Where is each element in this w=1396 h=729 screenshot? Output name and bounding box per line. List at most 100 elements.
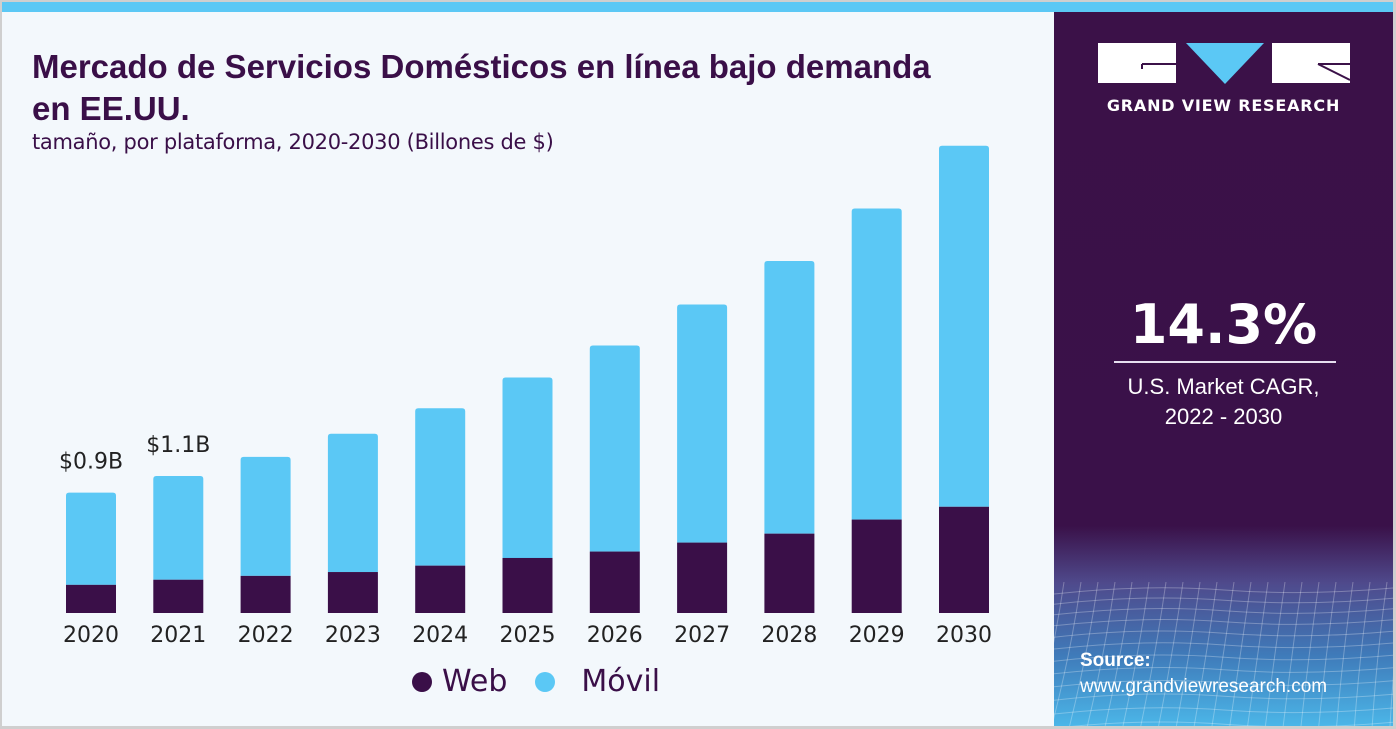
x-tick-label: 2029 [849,623,905,648]
chart-title: Mercado de Servicios Domésticos en línea… [32,48,931,127]
grid-line [1336,582,1354,726]
bar-group-2020: 2020 [63,492,119,648]
legend-label-web: Web [442,664,508,699]
grid-line [1054,642,1393,650]
grid-line [1247,582,1269,726]
bar-web-2020 [66,584,116,613]
bar-mobile-2028 [764,261,815,534]
bar-mobile-2022 [240,456,291,576]
grid-line [1282,582,1303,726]
grid-line [1389,675,1393,726]
source-link[interactable]: www.grandviewresearch.com [1080,676,1328,697]
data-label-2021: $1.1B [146,433,210,458]
x-tick-label: 2026 [587,623,643,648]
x-tick-label: 2023 [325,623,381,648]
x-tick-label: 2020 [63,623,119,648]
brand-name: GRAND VIEW RESEARCH [1106,96,1341,115]
bar-group-2022: 2022 [238,456,294,648]
bar-web-2027 [677,542,728,613]
grid-line [1054,582,1082,720]
x-tick-label: 2025 [500,623,556,648]
bar-mobile-2030 [939,145,989,507]
bar-web-2026 [589,551,640,613]
grid-line [1054,654,1393,662]
bar-web-2028 [764,533,815,613]
info-panel: GRAND VIEW RESEARCH 14.3% U.S. Market CA… [1054,12,1393,726]
x-tick-label: 2027 [674,623,730,648]
grid-line [1054,619,1393,627]
bar-mobile-2027 [677,304,728,543]
data-label-2020: $0.9B [59,450,123,475]
grid-line [1070,721,1393,726]
source-label: Source: [1080,650,1151,671]
bar-group-2029: 2029 [849,208,905,648]
grid-line [1175,582,1201,726]
grid-line [1069,582,1099,726]
grid-line [1054,582,1065,644]
grid-line [1318,582,1337,726]
grid-line [1104,582,1133,726]
bar-mobile-2025 [502,377,553,558]
cagr-label: U.S. Market CAGR, 2022 - 2030 [1054,372,1393,432]
bar-web-2022 [240,575,291,613]
grid-line [1054,608,1393,616]
grid-line [1054,587,1393,595]
grid-line [1140,582,1167,726]
bar-mobile-2024 [415,408,466,566]
bar-group-2026: 2026 [587,345,643,648]
grid-line [1353,582,1371,726]
gvr-logo-icon [1098,43,1351,84]
x-tick-label: 2022 [238,623,294,648]
bar-web-2023 [327,572,378,613]
grid-line [1264,582,1286,726]
bar-mobile-2020 [66,492,116,585]
x-tick-label: 2028 [761,623,817,648]
grid-line [1229,582,1252,726]
grid-line [1054,630,1393,638]
x-tick-label: 2024 [412,623,468,648]
legend-swatch-mobile [535,671,556,692]
grid-line [1211,582,1235,726]
legend-item-mobile: Móvil [535,664,660,699]
grid-line [1054,693,1393,701]
bar-web-2025 [502,557,553,613]
x-tick-label: 2030 [936,623,992,648]
bar-web-2024 [415,565,466,613]
grid-line [1054,707,1393,715]
bar-mobile-2021 [153,476,204,580]
bar-mobile-2023 [327,433,378,573]
grid-line [1371,582,1388,726]
bar-group-2024: 2024 [412,408,468,648]
bar-web-2030 [939,506,989,613]
bar-web-2021 [153,579,204,613]
bar-group-2028: 2028 [761,261,817,648]
bar-group-2023: 2023 [325,433,381,648]
grid-line [1054,597,1393,605]
legend-item-web: Web [412,664,507,699]
bar-web-2029 [851,519,902,613]
cagr-value: 14.3% [1129,293,1318,356]
chart-legend: Web Móvil [412,664,688,699]
bar-mobile-2029 [851,208,902,520]
cagr-label-line1: U.S. Market CAGR, [1127,374,1320,399]
bar-group-2030: 2030 [936,145,992,648]
grid-line [1054,680,1393,688]
legend-label-mobile: Móvil [581,664,661,699]
grid-line [1122,582,1150,726]
grid-line [1054,667,1393,675]
grid-line [1086,582,1116,726]
x-tick-label: 2021 [150,623,206,648]
bar-group-2025: 2025 [500,377,556,648]
bar-group-2021: 2021 [150,476,206,648]
wireframe-grid-decoration [1054,582,1393,726]
legend-swatch-web [412,671,432,692]
grid-line [1193,582,1218,726]
bar-mobile-2026 [589,345,640,552]
cagr-divider [1114,361,1336,363]
chart-subtitle: tamaño, por plataforma, 2020-2030 (Billo… [32,130,554,154]
cagr-label-line2: 2022 - 2030 [1164,404,1283,429]
grid-line [1158,582,1184,726]
grid-line [1300,582,1320,726]
bar-group-2027: 2027 [674,304,730,648]
